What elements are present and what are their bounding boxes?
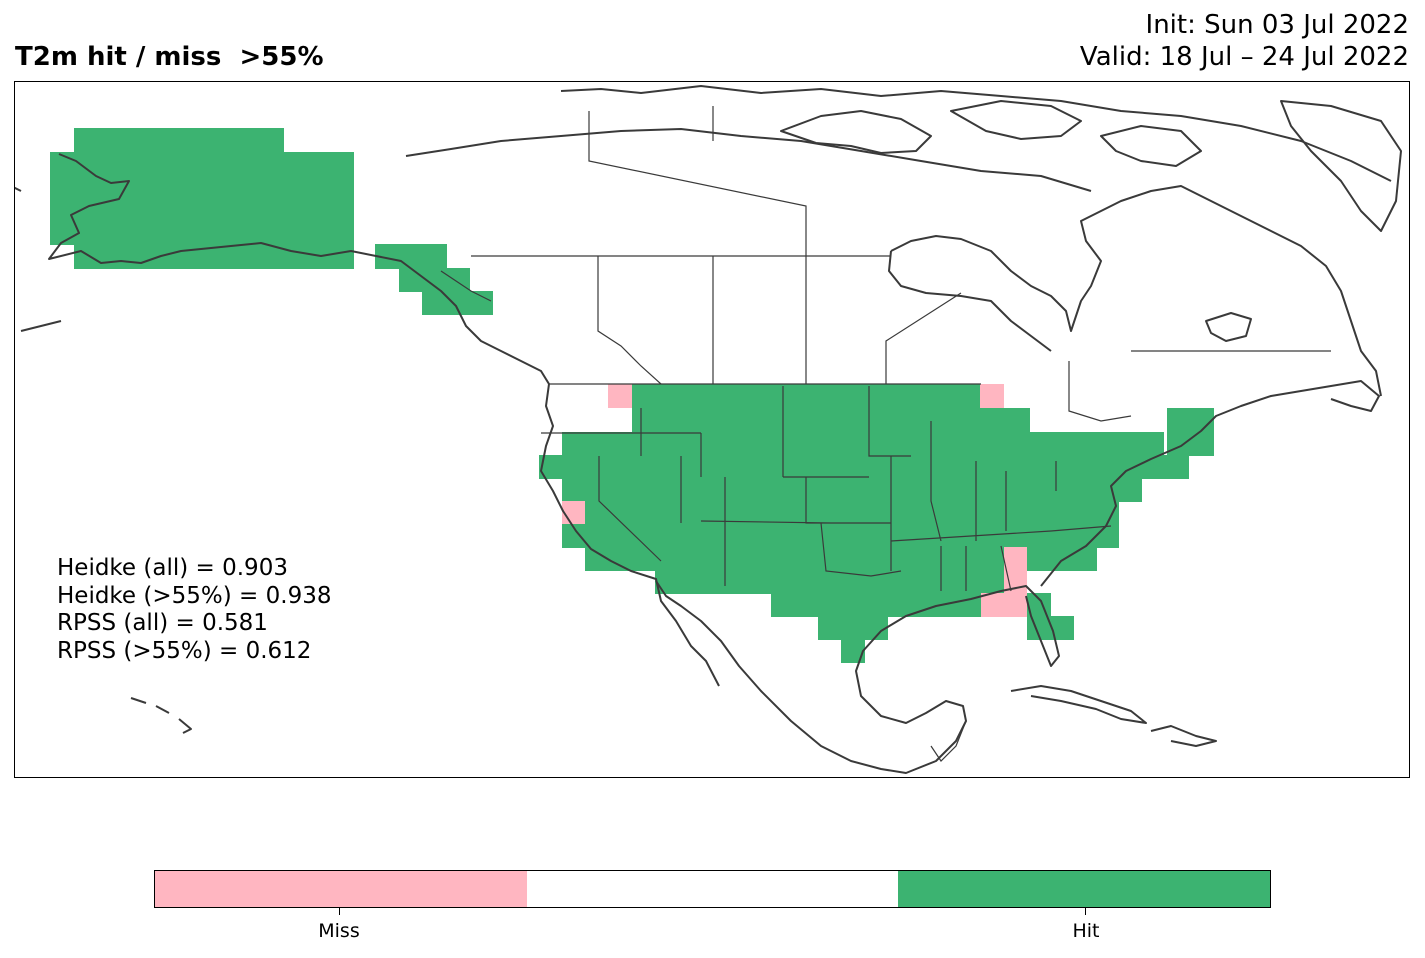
colorbar-tick-hit (1085, 908, 1086, 915)
miss-cell (981, 593, 1027, 617)
score-rpss-all: RPSS (all) = 0.581 (57, 610, 268, 636)
hit-cell (399, 268, 470, 292)
hit-cell (585, 547, 1005, 571)
hit-cell (50, 152, 354, 197)
miss-cell (1004, 547, 1027, 594)
hit-cell (539, 455, 1189, 479)
hit-cell (562, 432, 1164, 456)
coastlines (15, 85, 1402, 774)
hit-cell (1027, 616, 1074, 640)
conus-hit-cells (539, 384, 1214, 663)
colorbar (154, 870, 1271, 908)
alaska-hit-cells (50, 128, 493, 315)
map-title: T2m hit / miss >55% (15, 42, 324, 72)
borders (440, 106, 1331, 762)
hit-cell (50, 196, 354, 220)
colorbar-label-hit: Hit (1072, 920, 1100, 942)
hit-cell (655, 570, 1005, 594)
map-canvas (15, 85, 1402, 774)
hit-cell (562, 524, 1119, 548)
score-rpss-55: RPSS (>55%) = 0.612 (57, 637, 312, 664)
miss-cell (608, 384, 632, 408)
hit-cell (841, 639, 865, 663)
valid-period: Valid: 18 Jul – 24 Jul 2022 (1079, 42, 1409, 72)
colorbar-neutral-segment (526, 871, 899, 907)
miss-cell (562, 501, 585, 524)
hit-cell (632, 384, 980, 408)
score-heidke-all: Heidke (all) = 0.903 (57, 555, 288, 581)
hit-cell (375, 244, 447, 269)
hit-cell (422, 291, 493, 315)
colorbar-label-miss: Miss (318, 920, 360, 942)
hit-cell (50, 220, 354, 245)
map-panel (14, 81, 1410, 778)
colorbar-hit-segment (898, 871, 1271, 907)
hit-cell (585, 501, 1119, 525)
skill-scores: Heidke (all) = 0.903 Heidke (>55%) = 0.9… (57, 555, 331, 665)
hit-cell (632, 408, 1030, 432)
score-heidke-55: Heidke (>55%) = 0.938 (57, 582, 332, 609)
hit-cell (818, 616, 888, 640)
hit-cell (562, 478, 1142, 502)
colorbar-miss-segment (155, 871, 527, 907)
hit-cell (771, 593, 981, 617)
miss-cell (980, 384, 1004, 408)
hit-cell (1027, 547, 1097, 571)
init-date: Init: Sun 03 Jul 2022 (1145, 10, 1409, 40)
colorbar-tick-miss (339, 908, 340, 915)
hit-cell (74, 128, 284, 153)
